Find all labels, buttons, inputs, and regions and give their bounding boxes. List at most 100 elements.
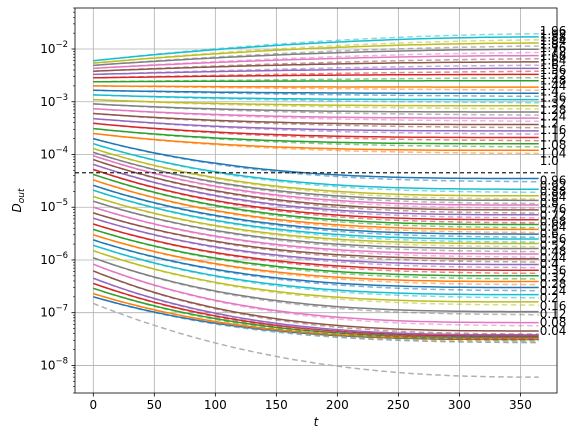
series-end-label: 1.96	[540, 24, 567, 38]
series-end-label: 0.84	[540, 190, 567, 204]
series-line	[93, 80, 539, 83]
y-tick-label: 10−4	[40, 145, 68, 161]
series-end-label: 1.08	[540, 138, 567, 152]
x-tick-label: 250	[387, 398, 410, 412]
series-line	[93, 228, 539, 277]
series-end-label: 1.72	[540, 45, 567, 59]
series-layer	[93, 32, 539, 378]
series-line	[93, 112, 539, 126]
series-line	[93, 142, 539, 190]
series-end-label: 0.48	[540, 244, 567, 258]
series-line	[93, 61, 539, 72]
series-dashed-line	[93, 263, 539, 327]
series-line	[93, 85, 539, 88]
y-tick-base: 10	[40, 358, 55, 372]
y-tick-exponent: −7	[55, 304, 68, 314]
y-tick-base: 10	[40, 147, 55, 161]
series-line	[93, 73, 539, 79]
series-line	[93, 98, 539, 107]
series-line	[93, 249, 539, 303]
series-line	[93, 89, 539, 95]
y-tick-label: 10−2	[40, 40, 68, 56]
series-line	[93, 173, 539, 226]
series-end-label: 1.04	[540, 146, 567, 160]
series-end-label: 0.24	[540, 284, 567, 298]
series-end-label: 1.88	[540, 31, 567, 45]
series-end-label: 0.12	[540, 307, 567, 321]
series-line	[93, 200, 539, 250]
series-end-label: 0.28	[540, 277, 567, 291]
y-tick-label: 10−7	[40, 304, 68, 320]
series-line	[93, 163, 539, 216]
series-end-label: 0.72	[540, 208, 567, 222]
y-tick-exponent: −8	[55, 356, 68, 366]
series-line	[93, 244, 539, 296]
series-end-label: 0.2	[540, 291, 559, 305]
series-end-label: 1.92	[540, 27, 567, 41]
series-line	[93, 277, 539, 336]
series-line	[93, 195, 539, 245]
series-line	[93, 48, 539, 67]
x-tick-label: 200	[326, 398, 349, 412]
series-end-label: 0.92	[540, 179, 567, 193]
x-tick-label: 0	[89, 398, 97, 412]
series-line	[93, 189, 539, 240]
series-end-label: 0.04	[540, 324, 567, 338]
series-end-label: 0.96	[540, 174, 567, 188]
y-tick-label: 10−3	[40, 93, 68, 109]
y-tick-exponent: −2	[55, 40, 68, 50]
baseline-dashed-line	[93, 302, 539, 378]
y-tick-label: 10−8	[40, 356, 68, 372]
series-end-label: 1.0	[540, 154, 559, 168]
series-line	[93, 103, 539, 113]
series-line	[93, 168, 539, 221]
series-end-label: 0.08	[540, 316, 567, 330]
end-label-layer: 1.961.921.881.841.81.761.721.681.641.61.…	[540, 24, 567, 338]
series-end-label: 1.76	[540, 41, 567, 55]
series-dashed-line	[93, 282, 539, 341]
x-tick-label: 50	[147, 398, 162, 412]
series-dashed-line	[93, 257, 539, 316]
y-axis-label-base: D	[10, 203, 24, 212]
series-end-label: 0.64	[540, 220, 567, 234]
series-line	[93, 132, 539, 152]
x-tick-label: 100	[204, 398, 227, 412]
series-line	[93, 212, 539, 260]
y-tick-base: 10	[40, 95, 55, 109]
y-tick-label: 10−6	[40, 251, 68, 267]
series-end-label: 0.6	[540, 226, 559, 240]
y-tick-exponent: −6	[55, 251, 68, 261]
series-end-label: 1.2	[540, 116, 559, 130]
series-line	[93, 179, 539, 231]
series-end-label: 0.88	[540, 184, 567, 198]
y-tick-base: 10	[40, 253, 55, 267]
series-line	[93, 239, 539, 289]
series-end-label: 1.36	[540, 91, 567, 105]
series-end-label: 0.16	[540, 299, 567, 313]
series-end-label: 1.32	[540, 97, 567, 111]
series-line	[93, 137, 539, 180]
series-end-label: 0.56	[540, 232, 567, 246]
series-end-label: 0.32	[540, 270, 567, 284]
x-axis-label: t	[314, 415, 320, 429]
series-end-label: 1.64	[540, 53, 567, 67]
series-line	[93, 217, 539, 266]
series-line	[93, 122, 539, 139]
y-tick-base: 10	[40, 200, 55, 214]
series-dashed-line	[93, 270, 539, 335]
series-line	[93, 67, 539, 76]
series-line	[93, 127, 539, 145]
series-end-label: 0.36	[540, 264, 567, 278]
series-end-label: 1.48	[540, 73, 567, 87]
y-tick-base: 10	[40, 306, 55, 320]
y-axis-label: Dout	[10, 188, 27, 212]
series-line	[93, 206, 539, 255]
series-end-label: 1.44	[540, 79, 567, 93]
series-line	[93, 94, 539, 101]
series-end-label: 0.76	[540, 202, 567, 216]
series-line	[93, 154, 539, 206]
tick-layer: 0 50 100 150 200 250 300 35010−810−710−610−510−…	[40, 7, 532, 412]
series-end-label: 0.4	[540, 257, 559, 271]
series-line	[93, 270, 539, 332]
